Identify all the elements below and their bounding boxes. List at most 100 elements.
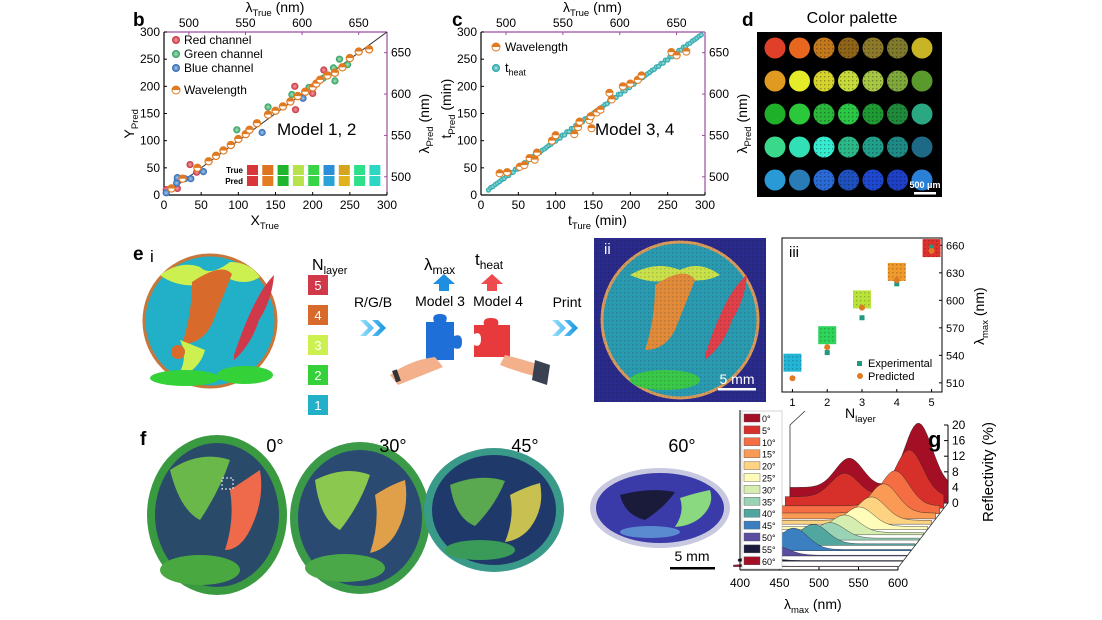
wavelength-point-fill — [533, 149, 541, 153]
x-axis-label-main: X — [251, 212, 261, 228]
lotus-flower — [171, 345, 185, 359]
z-tick-label: 0 — [952, 496, 959, 510]
green-channel-point — [264, 103, 272, 111]
angle-label-30: 30° — [379, 436, 406, 456]
y-tick-label: 600 — [946, 295, 964, 307]
x-axis-label-sub: True — [260, 221, 279, 232]
palette-dot-grid — [838, 37, 859, 59]
top-axis-label-main: λ — [563, 0, 570, 15]
x-tick-label: 200 — [620, 198, 640, 212]
t-heat-label: theat — [475, 250, 504, 272]
x-tick-label: 3 — [859, 397, 865, 409]
wavelength-point-fill — [552, 131, 560, 136]
pred-color-swatch — [262, 176, 274, 186]
right-tick-label: 600 — [709, 87, 729, 101]
wavelength-point-fill — [294, 92, 302, 97]
true-color-swatch — [308, 165, 320, 175]
true-color-swatch — [354, 165, 366, 175]
panel-label-b: b — [133, 10, 145, 31]
palette-dot-grid — [862, 136, 884, 158]
blue-channel-point — [258, 128, 266, 137]
layer-swatch-label: 3 — [314, 338, 321, 353]
legend-label: 55° — [762, 545, 776, 555]
right-axis-label-main: λ — [734, 147, 750, 154]
model-3-label: Model 3 — [415, 293, 465, 309]
right-axis-label-unit: (nm) — [734, 94, 750, 127]
wavelength-point-fill — [525, 154, 534, 159]
legend-swatch — [743, 520, 761, 530]
pred-color-swatch — [354, 176, 366, 186]
wavelength-point-fill — [227, 141, 235, 146]
y-axis-label-sub: Pred — [130, 109, 141, 129]
layer-swatch-label: 2 — [314, 368, 321, 383]
legend-label: Red channel — [184, 33, 251, 47]
legend-swatch — [743, 509, 761, 518]
legend-label-t-heat-sub: heat — [509, 68, 527, 78]
palette-dot — [789, 169, 810, 191]
panel-label-d: d — [742, 10, 754, 31]
pred-color-swatch — [338, 176, 350, 186]
palette-dot-grid — [887, 70, 908, 92]
true-color-swatch — [338, 165, 350, 175]
y-axis-label-unit: (min) — [438, 79, 454, 115]
top-tick-label: 600 — [610, 16, 630, 30]
blue-channel-point — [162, 189, 170, 197]
wavelength-point-fill — [245, 126, 254, 130]
panel-c-chart: 0 50 100 150 200 250 300 0 50 100 150 200 250 300 500 5… — [438, 0, 754, 232]
lambda-max-label: λmax — [424, 255, 455, 277]
blue-channel-point — [173, 179, 181, 187]
layer-swatch — [308, 395, 328, 415]
scale-bar-label: 5 mm — [675, 548, 710, 564]
legend-label: 20° — [762, 462, 776, 472]
color-patch-grid — [887, 262, 906, 281]
x-tick-label: 250 — [340, 198, 360, 212]
legend-label: Wavelength — [184, 83, 247, 97]
wavelength-point-fill — [682, 47, 690, 52]
green-channel-point — [233, 126, 241, 134]
true-color-swatch — [277, 165, 289, 175]
wavelength-point-fill — [596, 106, 605, 110]
model-annotation: Model 3, 4 — [595, 120, 674, 139]
legend-swatch — [743, 413, 761, 423]
wavelength-point-fill — [619, 82, 627, 87]
y-axis-label-sub: max — [980, 320, 991, 338]
right-tick-label: 650 — [709, 46, 729, 60]
legend-label-t-heat: theat — [505, 60, 526, 78]
color-patch-grid — [818, 326, 837, 345]
back-wall — [789, 410, 806, 503]
wavelength-point-fill — [193, 164, 202, 168]
wavelength-point-fill — [219, 146, 228, 151]
panel-label-f: f — [140, 429, 147, 450]
pred-color-swatch — [323, 176, 335, 186]
wavelength-point-fill — [496, 169, 504, 174]
palette-dot — [911, 169, 933, 191]
pred-color-swatch — [308, 176, 320, 186]
chevron-right-icon — [360, 320, 386, 336]
y-tick-label: 50 — [147, 161, 161, 175]
red-channel-point — [291, 106, 300, 114]
y-tick-label: 510 — [946, 378, 964, 390]
right-axis-label-main: λ — [416, 147, 432, 154]
palette-dot-grid — [813, 37, 835, 59]
wavelength-point-fill — [301, 88, 309, 92]
layer-swatch-label: 5 — [314, 278, 321, 293]
wavelength-point-fill — [271, 107, 280, 111]
legend-label: Experimental — [868, 358, 932, 370]
angle-label-60: 60° — [668, 436, 695, 456]
true-color-swatch — [323, 165, 335, 175]
x-axis-label: tTure (min) — [568, 212, 627, 232]
x-axis-label-unit: (nm) — [809, 596, 842, 612]
x-axis-label: Nlayer — [845, 405, 877, 425]
true-color-swatch — [369, 165, 381, 175]
top-axis-label-unit: (nm) — [589, 0, 622, 15]
palette-dot-grid — [838, 136, 859, 158]
palette-dot-grid — [862, 37, 884, 59]
legend-marker-t-heat — [492, 64, 500, 72]
z-tick-label: 8 — [952, 465, 959, 479]
x-tick-label: 600 — [888, 576, 908, 590]
legend-swatch — [743, 532, 761, 542]
palette-dot — [789, 136, 810, 158]
y-axis-label: tPred (min) — [438, 79, 458, 139]
